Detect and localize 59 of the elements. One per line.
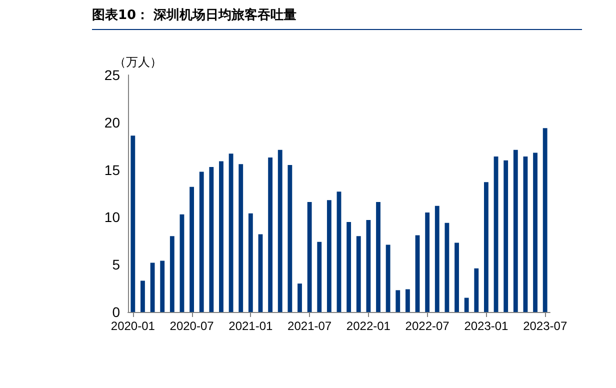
bar [484, 182, 488, 312]
y-tick-label: 15 [104, 162, 120, 178]
bar [130, 136, 136, 312]
bar [288, 165, 292, 312]
bar [346, 222, 352, 312]
bar [533, 152, 538, 312]
bar [386, 244, 390, 312]
bar [464, 298, 469, 312]
bar [336, 192, 342, 312]
bar [356, 236, 361, 312]
bar [366, 220, 371, 312]
y-tick-label: 0 [112, 304, 120, 320]
x-tick-label: 2023-07 [523, 319, 568, 333]
bar [170, 236, 174, 312]
x-tick-label: 2022-07 [405, 319, 450, 333]
bar [219, 161, 224, 312]
bar [268, 157, 273, 312]
bar [140, 280, 145, 312]
x-tick-label: 2020-07 [170, 319, 214, 333]
bar [150, 262, 155, 312]
bar [248, 213, 253, 312]
bar [298, 284, 302, 312]
bar [434, 206, 440, 312]
bar [307, 202, 312, 312]
x-tick-label: 2022-01 [346, 319, 391, 333]
bar [494, 156, 498, 312]
x-tick-label: 2020-01 [110, 319, 156, 333]
bar [190, 186, 194, 312]
bar [376, 202, 380, 312]
bar [199, 172, 204, 312]
x-tick-label: 2023-01 [464, 319, 509, 333]
y-tick-label: 25 [104, 67, 120, 83]
bar [405, 289, 410, 312]
x-tick-label: 2021-01 [228, 319, 274, 333]
bar [415, 235, 420, 312]
y-tick-label: 20 [104, 114, 120, 130]
bar [513, 150, 518, 312]
bar [542, 128, 548, 312]
bar [160, 260, 165, 312]
chart-title: 图表10： 深圳机场日均旅客吞吐量 [92, 6, 582, 30]
bar [278, 150, 282, 312]
bar [396, 290, 400, 312]
y-axis-title: （万人） [114, 55, 162, 70]
bar [180, 214, 184, 312]
bar [209, 166, 214, 312]
bar [228, 154, 234, 312]
bar [425, 212, 430, 312]
bar [317, 242, 322, 312]
y-tick-label: 5 [112, 256, 120, 273]
bar [258, 234, 263, 312]
bar [454, 242, 459, 312]
bar [523, 156, 528, 312]
bar [326, 200, 332, 312]
y-tick-label: 10 [104, 209, 120, 226]
x-tick-label: 2021-07 [288, 319, 332, 333]
bar [504, 160, 508, 312]
bar [238, 164, 244, 312]
bar [474, 268, 479, 312]
bar [444, 222, 450, 312]
